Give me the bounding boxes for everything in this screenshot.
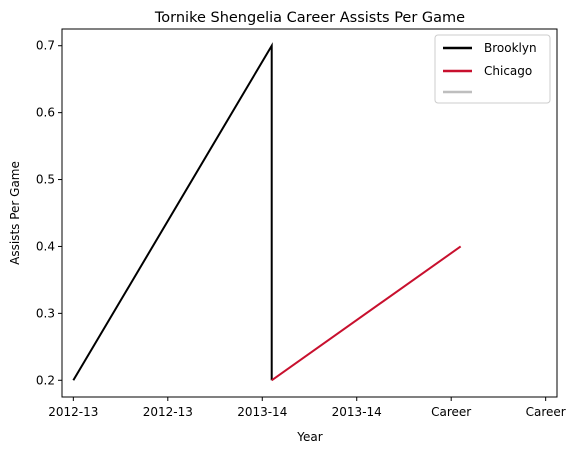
- x-tick-label: 2013-14: [332, 405, 382, 419]
- x-axis-label: Year: [296, 430, 322, 444]
- y-tick-label: 0.4: [36, 239, 55, 253]
- y-tick-label: 0.2: [36, 373, 55, 387]
- series-layer: [72, 42, 462, 382]
- x-tick-label: Career: [526, 405, 566, 419]
- legend: Brooklyn Chicago: [434, 34, 551, 104]
- x-axis: 2012-13 2012-13 2013-14 2013-14 Career Career: [48, 397, 566, 419]
- x-tick-label: Career: [431, 405, 471, 419]
- y-tick-label: 0.3: [36, 306, 55, 320]
- series-line-chicago: [271, 245, 462, 382]
- y-tick-label: 0.5: [36, 173, 55, 187]
- legend-label-chicago: Chicago: [484, 64, 532, 78]
- y-tick-label: 0.6: [36, 106, 55, 120]
- x-tick-label: 2012-13: [48, 405, 98, 419]
- plot-frame: [61, 28, 558, 398]
- y-axis-label: Assists Per Game: [8, 161, 22, 265]
- x-tick-label: 2013-14: [237, 405, 287, 419]
- legend-box: [434, 34, 551, 104]
- chart-title: Tornike Shengelia Career Assists Per Gam…: [154, 10, 465, 26]
- legend-label-brooklyn: Brooklyn: [484, 41, 537, 55]
- series-line-brooklyn: [72, 42, 273, 381]
- y-tick-label: 0.7: [36, 39, 55, 53]
- y-axis: 0.2 0.3 0.4 0.5 0.6 0.7: [36, 39, 62, 387]
- x-tick-label: 2012-13: [143, 405, 193, 419]
